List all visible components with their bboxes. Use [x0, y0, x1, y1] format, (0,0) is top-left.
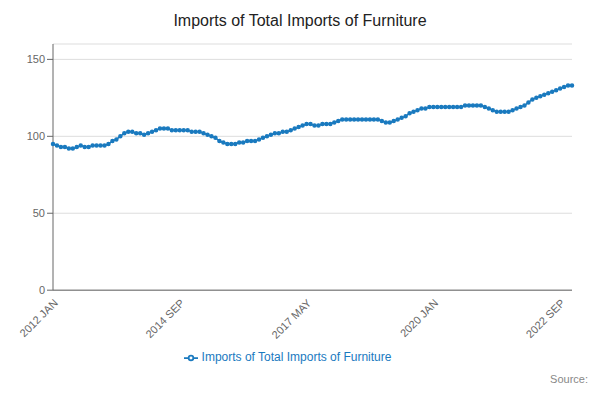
svg-text:2012 JAN: 2012 JAN [17, 297, 60, 340]
svg-text:2017 MAY: 2017 MAY [269, 296, 314, 341]
svg-text:0: 0 [39, 284, 45, 296]
html-text:Imports of Total Imports of Fu: Imports of Total Imports of Furniture [201, 350, 392, 365]
svg-text:100: 100 [27, 130, 45, 142]
svg-text:50: 50 [33, 207, 45, 219]
svg-text:2022 SEP: 2022 SEP [524, 297, 568, 341]
html-text:Source:: Source: [550, 373, 588, 385]
svg-text:2014 SEP: 2014 SEP [143, 297, 187, 341]
html-text:Imports of Total Imports of Fu: Imports of Total Imports of Furniture [173, 12, 427, 29]
svg-text:2020 JAN: 2020 JAN [398, 297, 441, 340]
svg-text:150: 150 [27, 53, 45, 65]
